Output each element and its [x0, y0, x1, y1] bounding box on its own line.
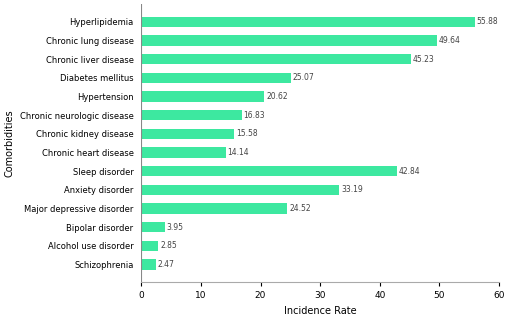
Text: 15.58: 15.58	[236, 129, 258, 138]
Text: 24.52: 24.52	[289, 204, 311, 213]
Text: 49.64: 49.64	[439, 36, 461, 45]
Text: 20.62: 20.62	[266, 92, 288, 101]
X-axis label: Incidence Rate: Incidence Rate	[284, 306, 356, 316]
Bar	[141, 166, 397, 176]
Text: 2.47: 2.47	[158, 260, 175, 269]
Bar	[141, 92, 264, 102]
Text: 25.07: 25.07	[293, 73, 314, 83]
Bar	[141, 222, 165, 232]
Text: 14.14: 14.14	[228, 148, 249, 157]
Bar	[141, 129, 234, 139]
Bar	[141, 54, 411, 64]
Text: 42.84: 42.84	[399, 167, 420, 176]
Text: 55.88: 55.88	[476, 17, 498, 27]
Y-axis label: Comorbidities: Comorbidities	[4, 109, 14, 177]
Bar	[141, 17, 474, 27]
Text: 16.83: 16.83	[243, 111, 265, 120]
Bar	[141, 148, 225, 158]
Bar	[141, 241, 158, 251]
Bar	[141, 73, 291, 83]
Bar	[141, 185, 339, 195]
Bar	[141, 36, 437, 46]
Text: 2.85: 2.85	[160, 241, 177, 250]
Text: 33.19: 33.19	[341, 185, 363, 194]
Bar	[141, 259, 156, 270]
Bar	[141, 204, 288, 214]
Text: 45.23: 45.23	[413, 55, 435, 64]
Text: 3.95: 3.95	[166, 223, 184, 232]
Bar	[141, 110, 242, 120]
